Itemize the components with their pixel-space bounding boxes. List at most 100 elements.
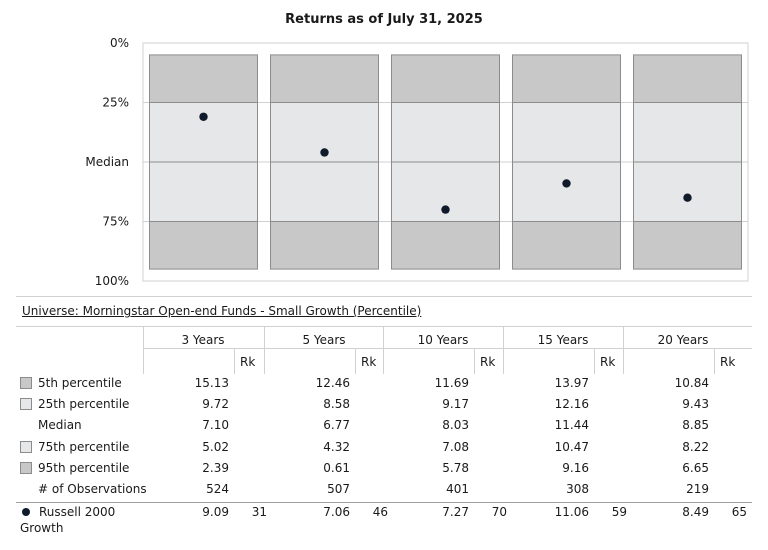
rank-header: Rk bbox=[480, 355, 496, 369]
table-cell: 6.77 bbox=[323, 418, 350, 433]
percentile-band bbox=[512, 54, 621, 103]
y-tick-label: 25% bbox=[102, 96, 129, 110]
benchmark-value: 9.09 bbox=[202, 505, 229, 519]
universe-title: Universe: Morningstar Open-end Funds - S… bbox=[22, 304, 422, 318]
legend-swatch bbox=[20, 398, 32, 411]
benchmark-rank: 59 bbox=[611, 505, 627, 519]
percentile-band bbox=[512, 221, 621, 270]
rank-header: Rk bbox=[720, 355, 736, 369]
table-cell: 8.85 bbox=[682, 418, 709, 433]
legend-swatch bbox=[20, 461, 32, 474]
percentile-box bbox=[149, 54, 258, 270]
chart-title: Returns as of July 31, 2025 bbox=[285, 12, 483, 27]
percentile-band bbox=[149, 221, 258, 270]
table-cell: 308 bbox=[566, 482, 589, 496]
column-divider bbox=[143, 326, 144, 374]
row-label: 5th percentile bbox=[20, 376, 122, 390]
percentile-band bbox=[391, 221, 500, 270]
row-label: 75th percentile bbox=[20, 440, 129, 454]
percentile-box bbox=[391, 54, 500, 270]
benchmark-point bbox=[320, 148, 329, 157]
percentile-band bbox=[149, 54, 258, 103]
benchmark-label-line2: Growth bbox=[20, 521, 64, 535]
column-divider bbox=[264, 326, 265, 374]
box-outline bbox=[391, 54, 500, 270]
benchmark-point bbox=[441, 205, 450, 214]
table-cell: 9.72 bbox=[202, 397, 229, 412]
rank-header: Rk bbox=[600, 355, 616, 369]
table-cell: 9.16 bbox=[562, 460, 589, 475]
row-label-text: 5th percentile bbox=[38, 376, 122, 390]
row-label: 95th percentile bbox=[20, 461, 129, 475]
table-cell: 9.43 bbox=[682, 397, 709, 412]
table-cell: 6.65 bbox=[682, 460, 709, 475]
benchmark-label: Russell 2000 Growth bbox=[20, 505, 115, 535]
column-divider bbox=[623, 326, 624, 374]
table-cell: 4.32 bbox=[323, 439, 350, 454]
table-cell: 5.78 bbox=[442, 460, 469, 475]
divider bbox=[16, 296, 752, 297]
percentile-box bbox=[512, 54, 621, 270]
y-tick-label: 75% bbox=[102, 215, 129, 229]
benchmark-value: 11.06 bbox=[554, 505, 589, 519]
benchmark-rank: 70 bbox=[491, 505, 507, 519]
benchmark-point bbox=[683, 193, 692, 202]
table-cell: 10.84 bbox=[674, 376, 709, 390]
benchmark-value: 7.06 bbox=[323, 505, 350, 519]
table-cell: 8.58 bbox=[323, 397, 350, 412]
legend-swatch bbox=[20, 419, 32, 431]
rank-header: Rk bbox=[361, 355, 377, 369]
percentile-box bbox=[270, 54, 379, 270]
legend-swatch bbox=[20, 440, 32, 453]
box-outline bbox=[149, 54, 258, 270]
y-axis: 0% 25% Median 75% 100% bbox=[85, 36, 129, 288]
benchmark-value: 7.27 bbox=[442, 505, 469, 519]
table-cell: 9.17 bbox=[442, 397, 469, 412]
percentile-band bbox=[270, 221, 379, 270]
benchmark-marker-icon bbox=[22, 508, 30, 516]
table-cell: 11.69 bbox=[434, 376, 469, 390]
benchmark-point bbox=[562, 179, 571, 188]
table-cell: 10.47 bbox=[554, 439, 589, 454]
column-divider bbox=[594, 348, 595, 374]
table-cell: 12.16 bbox=[554, 397, 589, 412]
row-label: 25th percentile bbox=[20, 397, 129, 411]
period-header: 3 Years bbox=[181, 333, 225, 347]
period-header: 15 Years bbox=[537, 333, 589, 347]
table-cell: 8.22 bbox=[682, 439, 709, 454]
row-label: # of Observations bbox=[20, 482, 147, 496]
percentile-band bbox=[391, 54, 500, 103]
percentile-chart: Returns as of July 31, 2025 0% 25% Median 7… bbox=[85, 12, 749, 288]
column-divider bbox=[355, 348, 356, 374]
table-cell: 5.02 bbox=[202, 439, 229, 454]
column-divider bbox=[234, 348, 235, 374]
table-cell: 507 bbox=[327, 482, 350, 496]
box-outline bbox=[270, 54, 379, 270]
percentile-box bbox=[633, 54, 742, 270]
table-cell: 524 bbox=[206, 482, 229, 496]
box-outline bbox=[512, 54, 621, 270]
y-tick-label: 0% bbox=[110, 36, 129, 50]
period-header: 5 Years bbox=[302, 333, 346, 347]
row-label-text: 25th percentile bbox=[38, 397, 130, 412]
benchmark-value: 8.49 bbox=[682, 505, 709, 519]
table-cell: 11.44 bbox=[554, 418, 589, 433]
table-cell: 13.97 bbox=[554, 376, 589, 390]
row-label-text: Median bbox=[38, 418, 82, 433]
column-divider bbox=[503, 326, 504, 374]
legend-swatch bbox=[20, 483, 32, 495]
divider bbox=[16, 326, 752, 327]
table-cell: 7.08 bbox=[442, 439, 469, 454]
table-cell: 8.03 bbox=[442, 418, 469, 433]
benchmark-rank: 46 bbox=[372, 505, 388, 519]
row-label-text: # of Observations bbox=[38, 482, 147, 496]
table-cell: 401 bbox=[446, 482, 469, 496]
benchmark-rank: 65 bbox=[731, 505, 747, 519]
percentile-band bbox=[633, 221, 742, 270]
period-header: 20 Years bbox=[657, 333, 709, 347]
percentile-table: 3 Years Rk 5 Years Rk 10 Years Rk 15 Years Rk 20… bbox=[0, 326, 768, 550]
rank-header: Rk bbox=[240, 355, 256, 369]
y-tick-label: 100% bbox=[95, 274, 129, 288]
benchmark-point bbox=[199, 112, 208, 121]
legend-swatch bbox=[20, 377, 32, 389]
